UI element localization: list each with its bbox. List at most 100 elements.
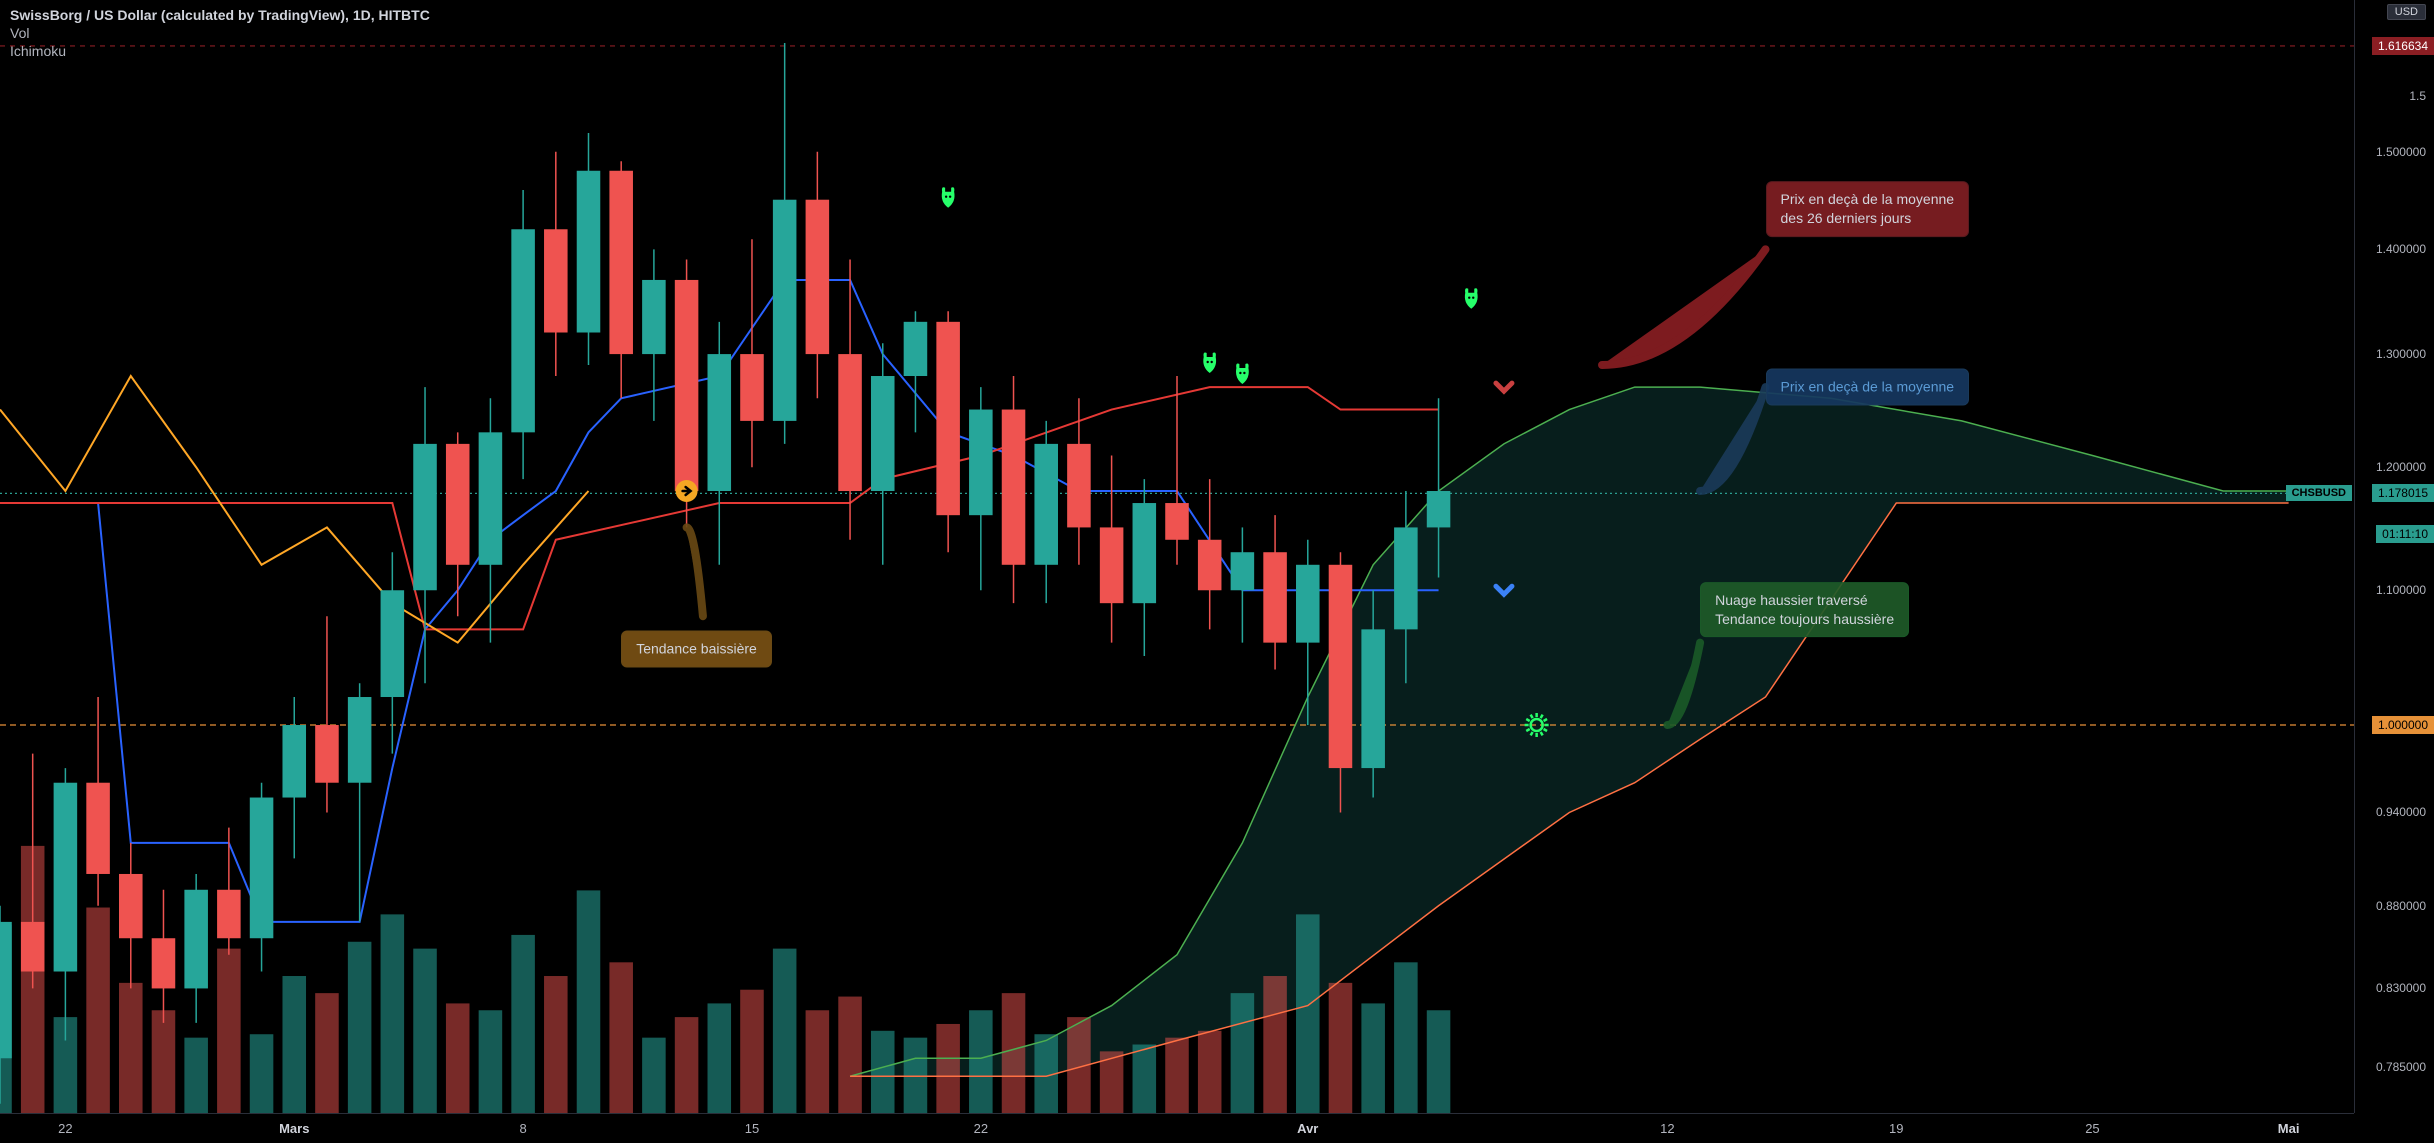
ichimoku-label: Ichimoku <box>10 42 430 60</box>
volume-bar <box>315 993 339 1113</box>
price-label: 1.300000 <box>2376 347 2426 361</box>
candle-body <box>642 280 666 354</box>
candle-body <box>250 798 274 939</box>
symbol-title: SwissBorg / US Dollar (calculated by Tra… <box>10 6 430 24</box>
volume-bar <box>479 1010 503 1113</box>
candle-body <box>1231 552 1255 590</box>
price-label: 0.785000 <box>2376 1060 2426 1074</box>
volume-bar <box>1427 1010 1451 1113</box>
candle-body <box>119 874 143 938</box>
candle-body <box>282 725 306 798</box>
volume-bar <box>1165 1038 1189 1113</box>
price-badge: 1.616634 <box>2372 37 2434 55</box>
time-label: 25 <box>2085 1121 2099 1136</box>
candle-body <box>413 444 437 590</box>
chart-header: SwissBorg / US Dollar (calculated by Tra… <box>10 6 430 60</box>
candle-body <box>446 444 470 565</box>
volume-bar <box>446 1003 470 1113</box>
candle-body <box>1034 444 1058 565</box>
volume-bar <box>904 1038 928 1113</box>
volume-bar <box>1263 976 1287 1113</box>
candle-body <box>1133 503 1157 603</box>
candle-body <box>969 410 993 516</box>
time-label: 22 <box>58 1121 72 1136</box>
candle-body <box>675 280 699 491</box>
price-badge: 1.178015 <box>2372 484 2434 502</box>
price-label: 1.200000 <box>2376 460 2426 474</box>
candle-body <box>1263 552 1287 642</box>
candle-body <box>609 171 633 354</box>
volume-bar <box>1002 993 1026 1113</box>
volume-bar <box>936 1024 960 1113</box>
candle-body <box>21 922 45 972</box>
volume-bar <box>1296 914 1320 1113</box>
annotation-blue[interactable]: Prix en deçà de la moyenne <box>1766 369 1970 406</box>
candle-body <box>904 322 928 376</box>
volume-bar <box>969 1010 993 1113</box>
volume-bar <box>1133 1045 1157 1113</box>
volume-bar <box>773 949 797 1113</box>
chart-canvas[interactable] <box>0 0 2354 1113</box>
volume-bar <box>184 1038 208 1113</box>
candle-body <box>315 725 339 783</box>
candle-body <box>479 432 503 564</box>
annotation-green[interactable]: Nuage haussier traverséTendance toujours… <box>1700 582 1909 638</box>
candle-body <box>54 783 78 972</box>
volume-bar <box>1329 983 1353 1113</box>
annotation-red[interactable]: Prix en deçà de la moyennedes 26 dernier… <box>1766 182 1970 238</box>
candle-body <box>1165 503 1189 540</box>
price-label: 1.5 <box>2409 89 2426 103</box>
price-axis[interactable]: USD 1.5000001.4000001.3000001.2000001.10… <box>2354 0 2434 1113</box>
volume-bar <box>838 997 862 1113</box>
volume-bar <box>544 976 568 1113</box>
time-label: Mars <box>279 1121 309 1136</box>
candle-body <box>152 938 176 988</box>
candle-body <box>838 354 862 491</box>
currency-badge[interactable]: USD <box>2387 4 2426 20</box>
candle-body <box>348 697 372 783</box>
volume-bar <box>642 1038 666 1113</box>
candle-body <box>1198 540 1222 590</box>
volume-bar <box>708 1003 732 1113</box>
candle-body <box>544 229 568 332</box>
symbol-badge: CHSBUSD <box>2286 485 2352 501</box>
candle-body <box>806 200 830 354</box>
candle-body <box>86 783 110 874</box>
volume-bar <box>1231 993 1255 1113</box>
candle-body <box>381 590 405 697</box>
volume-bar <box>740 990 764 1113</box>
candle-body <box>1361 629 1385 768</box>
volume-bar <box>119 983 143 1113</box>
time-label: Avr <box>1297 1121 1318 1136</box>
volume-bar <box>413 949 437 1113</box>
price-label: 1.100000 <box>2376 583 2426 597</box>
volume-bar <box>152 1010 176 1113</box>
price-label: 0.880000 <box>2376 899 2426 913</box>
time-label: 19 <box>1889 1121 1903 1136</box>
candle-body <box>1002 410 1026 565</box>
time-axis[interactable]: 22Mars81522Avr121925Mai <box>0 1113 2354 1143</box>
volume-bar <box>511 935 535 1113</box>
volume-bar <box>217 949 241 1113</box>
volume-bar <box>675 1017 699 1113</box>
price-label: 0.830000 <box>2376 981 2426 995</box>
volume-bar <box>86 908 110 1113</box>
annotation-orange[interactable]: Tendance baissière <box>621 631 772 668</box>
vol-label: Vol <box>10 24 430 42</box>
candle-body <box>773 200 797 421</box>
time-label: 12 <box>1660 1121 1674 1136</box>
price-badge: 01:11:10 <box>2376 525 2434 543</box>
candle-body <box>871 376 895 491</box>
price-badge: 1.000000 <box>2372 716 2434 734</box>
volume-bar <box>250 1034 274 1113</box>
time-label: 8 <box>519 1121 526 1136</box>
candle-body <box>936 322 960 515</box>
candle-body <box>740 354 764 421</box>
volume-bar <box>1394 962 1418 1113</box>
candle-body <box>1067 444 1091 528</box>
time-label: 15 <box>745 1121 759 1136</box>
volume-bar <box>1198 1031 1222 1113</box>
candle-body <box>1329 565 1353 768</box>
candle-body <box>1394 527 1418 629</box>
chart-container: SwissBorg / US Dollar (calculated by Tra… <box>0 0 2434 1143</box>
